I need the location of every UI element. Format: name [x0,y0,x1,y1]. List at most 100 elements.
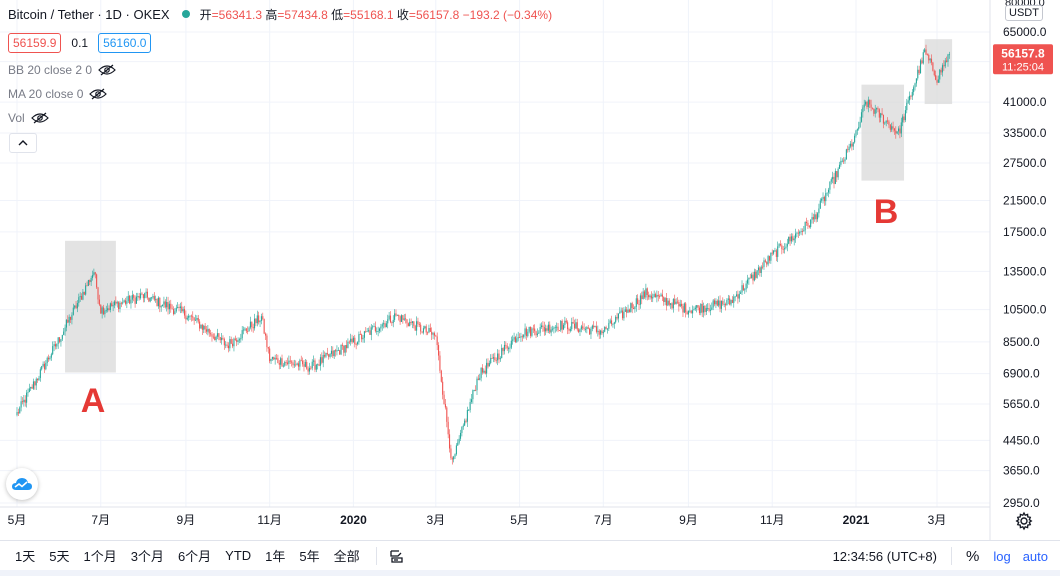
candle [244,327,246,332]
candle [245,327,247,334]
candle [286,357,289,366]
candle [512,335,514,345]
candle [400,314,403,323]
candle [841,158,843,163]
candle [200,324,202,329]
candle [623,307,625,321]
range-3m-button[interactable]: 3个月 [130,549,164,564]
x-tick-label: 3月 [928,513,947,527]
candle [26,389,28,408]
candle [542,321,544,332]
candle [551,325,554,332]
candle [330,345,332,357]
candle [907,96,909,104]
candle [558,330,560,332]
indicator-ma[interactable]: MA 20 close 0 [8,87,108,101]
candle [729,295,731,306]
candle [755,269,757,280]
candle [358,331,360,345]
candle [704,304,706,316]
percent-scale-button[interactable]: % [965,547,980,565]
candle [439,351,441,374]
buy-price-button[interactable]: 56160.0 [98,33,152,53]
candle [303,359,305,372]
candle [871,107,874,110]
candle [946,56,948,63]
range-1m-button[interactable]: 1个月 [83,549,117,564]
candle [112,301,114,312]
range-6m-button[interactable]: 6个月 [177,549,212,564]
candle [663,296,665,306]
y-tick-label: 33500.0 [1003,126,1047,140]
candle [38,375,40,381]
indicator-vol[interactable]: Vol [8,111,49,125]
candle [659,294,661,299]
candle [888,119,890,129]
log-scale-button[interactable]: log [993,548,1011,564]
currency-label[interactable]: USDT [1005,5,1043,21]
candle [709,304,711,316]
candle [440,369,442,383]
indicator-bb[interactable]: BB 20 close 2 0 [8,63,116,77]
sell-price-button[interactable]: 56159.9 [8,33,62,53]
goto-date-icon[interactable] [389,548,405,564]
candle [630,302,632,313]
candle [280,356,282,369]
candle [75,301,77,310]
collapse-legend-button[interactable] [9,133,37,153]
eye-hidden-icon[interactable] [98,64,116,76]
y-tick-label: 65000.0 [1003,25,1047,39]
range-ytd-button[interactable]: YTD [225,548,252,563]
candle [201,323,203,335]
candle [137,292,139,301]
range-1d-button[interactable]: 1天 [15,549,36,564]
eye-hidden-icon[interactable] [30,112,49,124]
candle [565,318,567,324]
candle [71,312,73,325]
candle [264,332,267,341]
candle [866,100,868,110]
candle [483,368,485,374]
candle [494,352,496,363]
candle [849,141,852,149]
candle [671,302,673,310]
candle [624,306,626,312]
candle [804,221,806,235]
chart-canvas[interactable]: AB 5月 7月 9月 11月 2020 3月 5月 7月 9月 11月 2021 3月 65000.… [0,0,1060,540]
candle [694,305,696,311]
candle [568,327,570,335]
candle [149,297,151,303]
candle [464,418,466,427]
annotation-label-a: A [81,382,106,420]
tradingview-logo-button[interactable] [6,468,38,500]
candle [473,389,475,392]
candle [134,295,136,308]
x-tick-label: 9月 [679,513,698,527]
candle [295,360,297,367]
range-1y-button[interactable]: 1年 [265,549,286,564]
candle [490,354,492,365]
clock-timezone[interactable]: 12:34:56 (UTC+8) [832,548,937,564]
symbol-title[interactable]: Bitcoin / Tether · 1D · OKEX [8,7,170,22]
candle [107,303,109,313]
candle [930,54,933,66]
gear-icon[interactable] [1014,511,1034,531]
candle [792,233,794,242]
eye-hidden-icon[interactable] [89,88,108,100]
candle [819,198,821,210]
candle [707,303,709,311]
y-tick-label: 21500.0 [1003,193,1047,207]
range-5d-button[interactable]: 5天 [49,549,70,564]
candle [937,75,939,83]
candle [281,354,283,367]
range-5y-button[interactable]: 5年 [299,549,320,564]
candle [865,100,867,106]
candle [784,243,786,254]
candle [170,299,172,313]
range-all-button[interactable]: 全部 [333,549,360,564]
candle [185,310,187,324]
candle [105,305,107,313]
auto-scale-button[interactable]: auto [1022,548,1048,564]
candle [814,209,816,222]
candle [881,108,883,116]
